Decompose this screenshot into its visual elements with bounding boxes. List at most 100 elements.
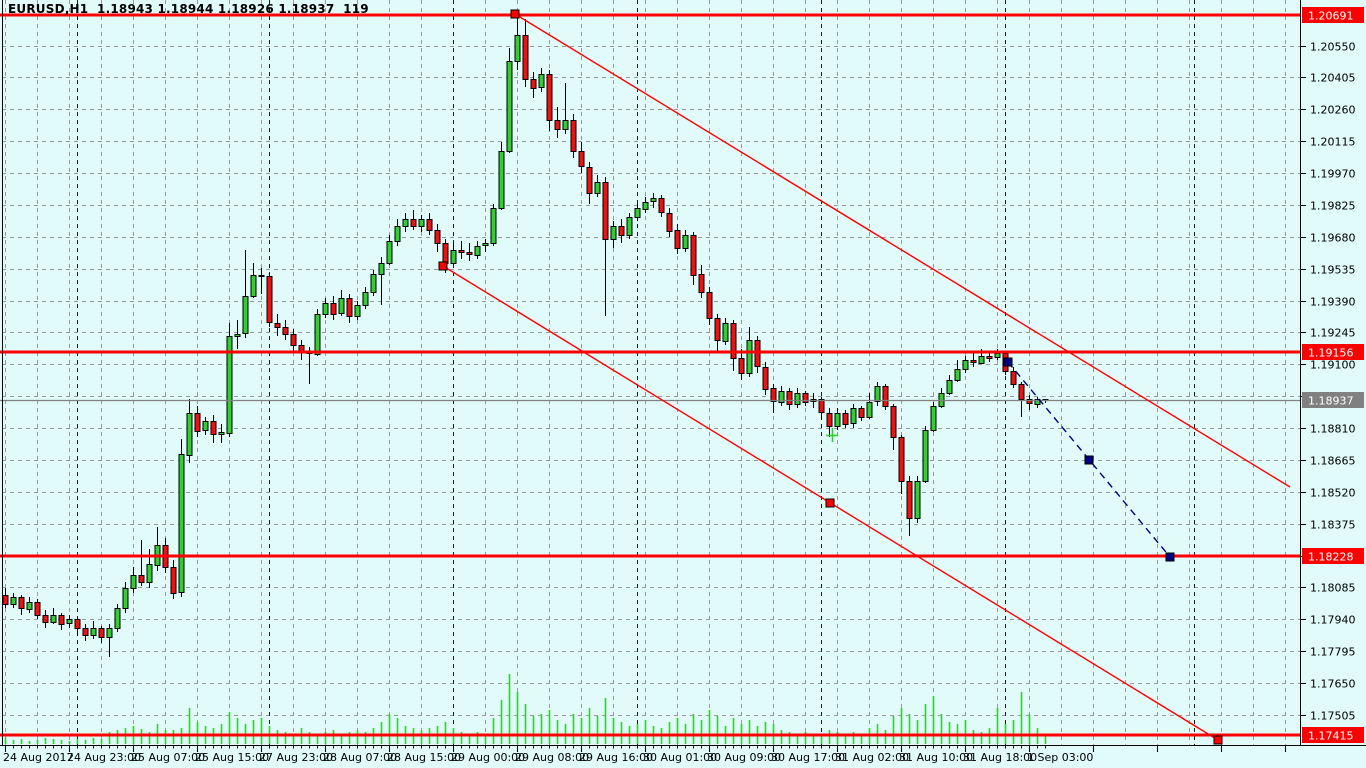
candle-body-bull <box>226 336 233 434</box>
candle-body-bear <box>618 226 625 236</box>
candle-body-bear <box>290 334 297 346</box>
candle-body-bull <box>498 151 505 209</box>
candle-body-bull <box>146 564 153 583</box>
level-price-label-box <box>1302 727 1364 743</box>
price-axis-label: 1.19100 <box>1310 359 1356 372</box>
candle-body-bull <box>946 380 953 394</box>
candle-body-bear <box>442 243 449 264</box>
candle-body-bull <box>90 628 97 636</box>
time-axis-label: 25 Aug 07:00 <box>131 751 205 764</box>
candle-body-bear <box>282 327 289 335</box>
candle-body-bear <box>346 298 353 317</box>
candle-body-bear <box>530 79 537 89</box>
candle-body-bull <box>1034 399 1041 405</box>
candle-body-bull <box>378 263 385 275</box>
candle-body-bull <box>450 250 457 264</box>
candle-body-bull <box>642 202 649 210</box>
candle-body-bull <box>362 292 369 306</box>
candle-body-bull <box>850 408 857 424</box>
candle-body-bull <box>794 393 801 405</box>
candle-body-bull <box>930 406 937 431</box>
candle-body-bear <box>2 595 9 605</box>
candle-body-bull <box>994 353 1001 358</box>
candle-body-bear <box>698 274 705 293</box>
price-axis-label: 1.20405 <box>1310 72 1356 85</box>
candle-body-bull <box>610 226 617 240</box>
level-price-label: 1.20691 <box>1308 10 1354 23</box>
candle-body-bull <box>26 602 33 610</box>
candle-body-bull <box>66 619 73 624</box>
candle-body-bear <box>1018 384 1025 400</box>
price-axis-label: 1.18810 <box>1310 423 1356 436</box>
candle-body-bull <box>914 481 921 519</box>
candle-body-bear <box>210 421 217 435</box>
time-axis-label: 30 Aug 17:00 <box>771 751 845 764</box>
candle-body-bear <box>898 437 905 482</box>
price-axis-label: 1.19970 <box>1310 168 1356 181</box>
candle-body-bull <box>234 334 241 337</box>
candle-body-bull <box>186 413 193 456</box>
candle-body-bear <box>762 367 769 390</box>
price-axis-label: 1.19825 <box>1310 200 1356 213</box>
candle-body-bull <box>322 303 329 315</box>
time-axis-label: 30 Aug 09:00 <box>707 751 781 764</box>
time-axis-label: 29 Aug 16:00 <box>579 751 653 764</box>
price-axis-label: 1.18375 <box>1310 519 1356 532</box>
candle-body-bull <box>562 120 569 130</box>
price-axis-label: 1.19680 <box>1310 232 1356 245</box>
candle-body-bull <box>418 219 425 227</box>
channel-lower-trendline-handle[interactable] <box>438 261 448 271</box>
candle-body-bull <box>954 369 961 381</box>
candle-body-bear <box>330 303 337 315</box>
candle-body-bear <box>690 235 697 276</box>
channel-lower-trendline-handle[interactable] <box>1213 735 1223 745</box>
candle-body-bear <box>170 567 177 594</box>
candle-body-bear <box>546 74 553 121</box>
candle-body-bull <box>386 241 393 264</box>
candle-body-bear <box>466 252 473 255</box>
time-axis-label: 29 Aug 00:00 <box>451 751 525 764</box>
candle-body-bear <box>554 120 561 130</box>
time-axis-label: 28 Aug 15:00 <box>387 751 461 764</box>
candle-body-bull <box>130 575 137 589</box>
forecast-trendline-handle[interactable] <box>1003 357 1013 367</box>
forecast-trendline-handle[interactable] <box>1165 552 1175 562</box>
price-axis-label: 1.18665 <box>1310 455 1356 468</box>
candle-body-bull <box>626 217 633 236</box>
forecast-trendline-handle[interactable] <box>1084 455 1094 465</box>
candle-body-bull <box>650 198 657 202</box>
channel-upper-trendline-handle[interactable] <box>510 9 520 19</box>
level-price-label-box <box>1302 344 1364 360</box>
candle-body-bull <box>746 340 753 374</box>
candle-body-bull <box>106 628 113 638</box>
candle-body-bear <box>570 120 577 152</box>
candle-body-bear <box>970 360 977 363</box>
current-price-label: 1.18937 <box>1308 395 1354 408</box>
time-axis-label: 27 Aug 23:00 <box>259 751 333 764</box>
candle-body-bear <box>74 619 81 629</box>
candle-body-bear <box>98 628 105 638</box>
candle-body-bear <box>890 406 897 438</box>
price-axis-label: 1.17505 <box>1310 710 1356 723</box>
candle-body-bear <box>18 597 25 609</box>
level-price-label-box <box>1302 7 1364 23</box>
candle-body-bear <box>842 413 849 425</box>
candle-body-bull <box>962 360 969 370</box>
candle-body-bull <box>178 454 185 593</box>
candle-body-bear <box>458 250 465 253</box>
candle-body-bear <box>738 358 745 374</box>
candle-body-bear <box>882 386 889 407</box>
candle-body-bear <box>578 151 585 167</box>
candle-body-bear <box>274 323 281 328</box>
candle-body-bull <box>122 588 129 609</box>
candle-body-bull <box>682 235 689 249</box>
channel-lower-trendline-handle[interactable] <box>825 498 835 508</box>
candle-body-bear <box>194 413 201 432</box>
price-axis-label: 1.17795 <box>1310 646 1356 659</box>
candle-body-bull <box>242 296 249 334</box>
channel-upper-trendline[interactable] <box>514 13 1291 488</box>
candle-body-bear <box>706 292 713 319</box>
